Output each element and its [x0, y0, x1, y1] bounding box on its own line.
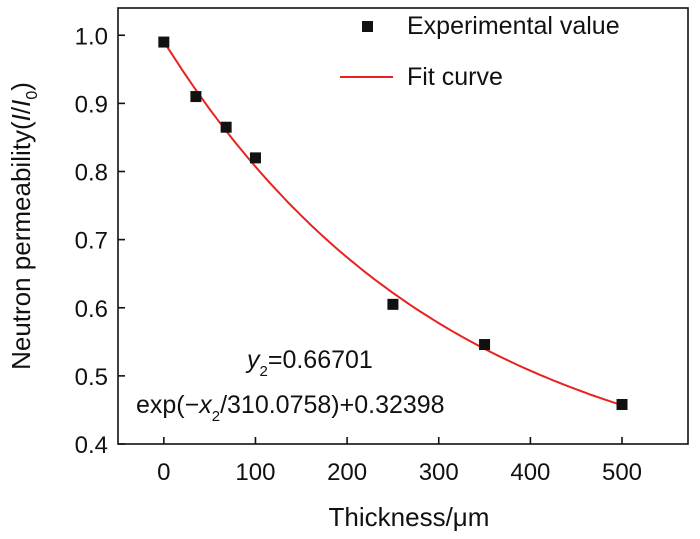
y-tick-label: 0.9: [75, 91, 108, 118]
data-point: [220, 121, 232, 133]
legend-label-experimental: Experimental value: [407, 12, 620, 40]
x-axis-label: Thickness/μm: [329, 502, 490, 532]
y-tick-label: 1.0: [75, 23, 108, 50]
data-point: [387, 298, 399, 310]
x-tick-label: 200: [327, 459, 367, 486]
legend-marker-experimental: [362, 21, 373, 32]
x-tick-label: 500: [602, 459, 642, 486]
fit-curve: [162, 40, 623, 407]
data-point: [249, 152, 261, 164]
data-point: [158, 36, 170, 48]
data-point: [479, 339, 491, 351]
fit-equation-line1: y2=0.66701: [245, 346, 373, 380]
fit-equation-line2: exp(−x2/310.0758)+0.32398: [136, 391, 445, 425]
data-point: [190, 91, 202, 103]
plot-frame: [117, 7, 689, 445]
x-tick-label: 0: [157, 459, 170, 486]
x-tick-label: 300: [419, 459, 459, 486]
y-axis-label: Neutron permeability(I/I0): [6, 82, 41, 370]
y-tick-label: 0.7: [75, 228, 108, 255]
legend-label-fit: Fit curve: [407, 63, 503, 91]
x-tick-label: 100: [235, 459, 275, 486]
y-tick-label: 0.8: [75, 160, 108, 187]
x-tick-label: 400: [510, 459, 550, 486]
data-point: [616, 398, 628, 410]
y-tick-label: 0.6: [75, 296, 108, 323]
y-tick-label: 0.4: [75, 432, 108, 459]
y-tick-label: 0.5: [75, 364, 108, 391]
legend: Experimental value Fit curve: [340, 12, 620, 91]
